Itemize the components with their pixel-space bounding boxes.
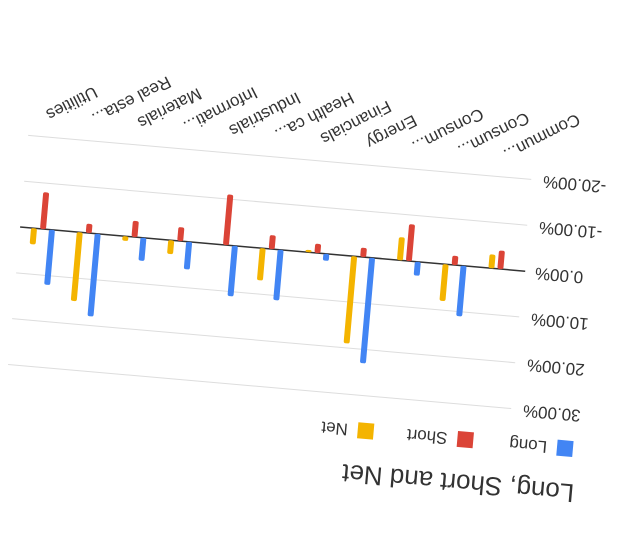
bar [323, 254, 330, 261]
bar [314, 244, 321, 254]
page: Long, Short and Net Long Short Net -20.00% -… [0, 0, 635, 507]
chart-title: Long, Short and Net [340, 458, 575, 508]
grid-line [8, 365, 511, 409]
bar [131, 221, 138, 238]
legend-label: Net [320, 418, 348, 439]
y-tick-label: -10.00% [538, 218, 603, 242]
bar [87, 234, 100, 317]
bar [177, 227, 184, 241]
bar [360, 258, 375, 364]
bar [223, 194, 233, 245]
y-tick-label: 0.00% [534, 264, 584, 287]
bar [397, 237, 405, 260]
bar [122, 236, 128, 241]
bar [86, 224, 93, 234]
bar [40, 192, 49, 229]
bar [184, 242, 192, 270]
chart: Long, Short and Net Long Short Net -20.00% -… [0, 0, 635, 533]
bar [456, 266, 466, 317]
y-tick-label: 10.00% [530, 309, 589, 333]
bar [30, 228, 37, 245]
bar [497, 250, 505, 269]
bar [228, 246, 238, 297]
bar [344, 256, 358, 344]
grid-line [12, 319, 515, 363]
bar [360, 248, 367, 258]
x-tick-label: Utilities [43, 83, 100, 125]
legend-swatch [357, 422, 374, 439]
y-tick-label: -20.00% [542, 172, 607, 196]
bar [439, 264, 448, 301]
legend-swatch [556, 440, 573, 457]
bar [269, 235, 276, 249]
bar [167, 240, 174, 254]
bar [257, 248, 266, 281]
bar [414, 262, 421, 276]
bar [138, 238, 146, 261]
bar [71, 232, 83, 301]
bar [452, 256, 459, 266]
grid-line [24, 181, 527, 225]
legend-swatch [457, 431, 474, 448]
bar [406, 224, 415, 261]
legend-label: Long [508, 434, 547, 456]
bar [273, 250, 283, 301]
y-tick-label: 30.00% [522, 401, 581, 425]
y-tick-label: 20.00% [526, 355, 585, 379]
bar [488, 254, 495, 268]
legend-label: Short [406, 425, 448, 447]
bar [44, 230, 55, 286]
photo: Long, Short and Net Long Short Net -20.00% -… [0, 0, 635, 533]
